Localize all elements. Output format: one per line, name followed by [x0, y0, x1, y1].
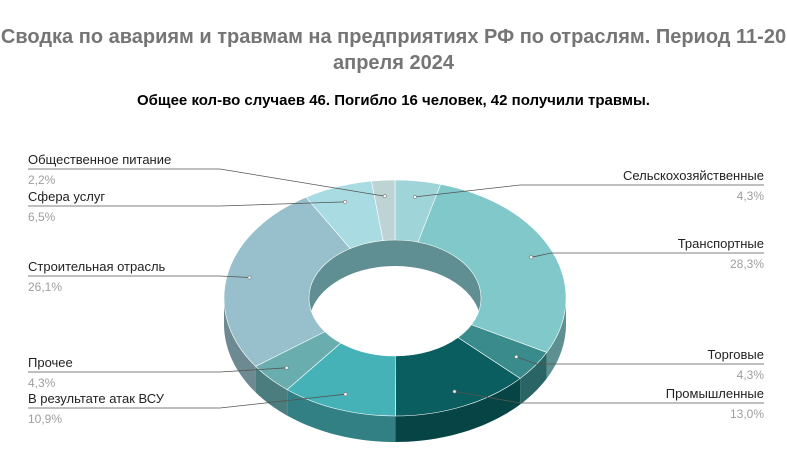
slice-value-сфера-услуг: 6,5%: [28, 210, 56, 224]
slice-label-в-результате-атак-всу: В результате атак ВСУ: [28, 391, 165, 406]
slice-label-торговые: Торговые: [707, 347, 764, 362]
slice-label-общественное-питание: Общественное питание: [28, 152, 171, 167]
leader-dot-строительная-отрасль: [247, 275, 252, 280]
donut-inner-wall: [309, 240, 481, 324]
chart-subtitle: Общее кол-во случаев 46. Погибло 16 чело…: [137, 92, 650, 109]
leader-line-общественное-питание: [28, 168, 385, 197]
leader-line-промышленные: [454, 391, 764, 404]
slice-labels: Сельскохозяйственные 4,3% Транспортные 28,3…: [28, 152, 764, 426]
donut-top-faces: [223, 179, 567, 417]
leader-dot-промышленные: [452, 389, 457, 394]
slice-транспортные: [417, 183, 567, 353]
slice-label-сфера-услуг: Сфера услуг: [28, 189, 105, 204]
slice-value-сельскохозяйственные: 4,3%: [737, 189, 765, 203]
leader-line-в-результате-атак-всу: [28, 393, 346, 409]
slice-side-строительная-отрасль: [224, 298, 256, 393]
slice-value-промышленные: 13,0%: [730, 407, 764, 421]
leader-line-строительная-отрасль: [28, 275, 250, 278]
slice-value-в-результате-атак-всу: 10,9%: [28, 412, 62, 426]
leader-dot-общественное-питание: [382, 194, 387, 199]
slice-value-общественное-питание: 2,2%: [28, 173, 56, 187]
slice-label-прочее: Прочее: [28, 355, 73, 370]
donut-sides: [224, 240, 566, 442]
leader-line-сельскохозяйственные: [414, 184, 764, 198]
slice-value-торговые: 4,3%: [737, 368, 765, 382]
slice-label-сельскохозяйственные: Сельскохозяйственные: [623, 168, 764, 183]
slice-side-в-результате-атак-всу: [287, 389, 396, 442]
slice-label-строительная-отрасль: Строительная отрасль: [28, 259, 166, 274]
leader-dot-сельскохозяйственные: [413, 194, 417, 199]
leader-line-сфера-услуг: [28, 201, 346, 207]
leader-line-прочее: [28, 367, 287, 373]
chart-title: Сводка по авариям и травмам на предприят…: [0, 26, 787, 74]
leader-lines: [28, 168, 764, 409]
leader-dot-прочее: [284, 365, 289, 370]
leader-dot-в-результате-атак-всу: [343, 392, 348, 397]
leader-dot-торговые: [514, 354, 519, 359]
slice-side-торговые: [520, 352, 547, 405]
slice-side-прочее: [255, 366, 288, 416]
slice-side-транспортные: [546, 298, 566, 379]
slice-label-транспортные: Транспортные: [678, 236, 764, 251]
slice-side-промышленные: [395, 378, 521, 442]
leader-line-транспортные: [531, 252, 764, 258]
slice-value-прочее: 4,3%: [28, 376, 56, 390]
slice-value-транспортные: 28,3%: [730, 257, 764, 271]
leader-dot-транспортные: [529, 255, 534, 260]
slice-label-промышленные: Промышленные: [666, 386, 764, 401]
leader-line-торговые: [516, 356, 764, 365]
leader-dot-сфера-услуг: [343, 199, 348, 204]
slice-value-строительная-отрасль: 26,1%: [28, 280, 62, 294]
